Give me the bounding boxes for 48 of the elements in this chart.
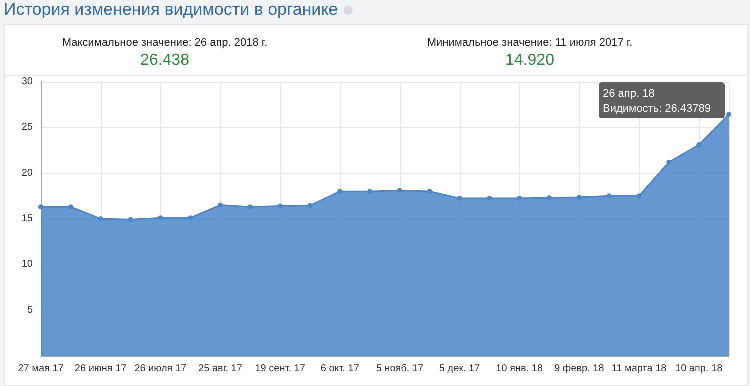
y-tick-label: 30 [22,76,34,88]
x-tick-label: 10 апр. 18 [676,364,724,374]
point [666,160,672,165]
x-tick-label: 25 авг. 17 [198,364,243,374]
text: Максимальное значение: 26 апр. 2018 г. [61,37,269,49]
point [547,195,552,200]
x-tick-label: 9 февр. 18 [554,364,605,374]
y-tick-label: 15 [22,214,34,224]
text: 26.438 [140,52,190,70]
chart-title: История изменения видимости в органике [4,0,338,19]
x-tick-label: 5 дек. 17 [439,364,481,374]
point [606,194,612,199]
y-tick-label: 25 [22,122,34,134]
y-tick-label: 10 [22,259,34,270]
x-tick-label: 11 марта 18 [612,364,668,374]
text: Минимальное значение: 11 июля 2017 г. [426,37,634,49]
point [98,216,104,222]
annotation: 26 апр. 18 Видимость: 26.43789 [603,88,711,116]
point [487,196,492,201]
point [308,203,313,208]
point [188,216,194,221]
point [636,194,642,199]
point [278,204,283,209]
x-tick-label: 19 сент. 17 [255,364,306,374]
point [457,196,462,201]
point [696,142,702,148]
x-tick-label: 6 окт. 17 [320,364,360,374]
point [218,202,223,208]
point [517,196,522,201]
x-tick-label: 5 нояб. 17 [376,364,424,374]
point [427,189,432,194]
y-tick-label: 20 [22,168,34,179]
y-tick-label: 5 [27,304,34,316]
text: 14.920 [504,52,556,70]
point [397,188,402,194]
point [38,204,44,210]
point [248,204,253,210]
x-tick-label: 27 мая 17 [18,364,64,374]
point [726,112,732,118]
point [128,217,134,222]
point [158,216,164,221]
point [368,189,373,194]
point [338,189,343,194]
point [576,195,582,200]
x-tick-label: 10 янв. 18 [496,364,544,374]
point [68,204,74,210]
x-tick-label: 26 июля 17 [134,364,188,374]
x-tick-label: 26 июня 17 [74,364,128,374]
